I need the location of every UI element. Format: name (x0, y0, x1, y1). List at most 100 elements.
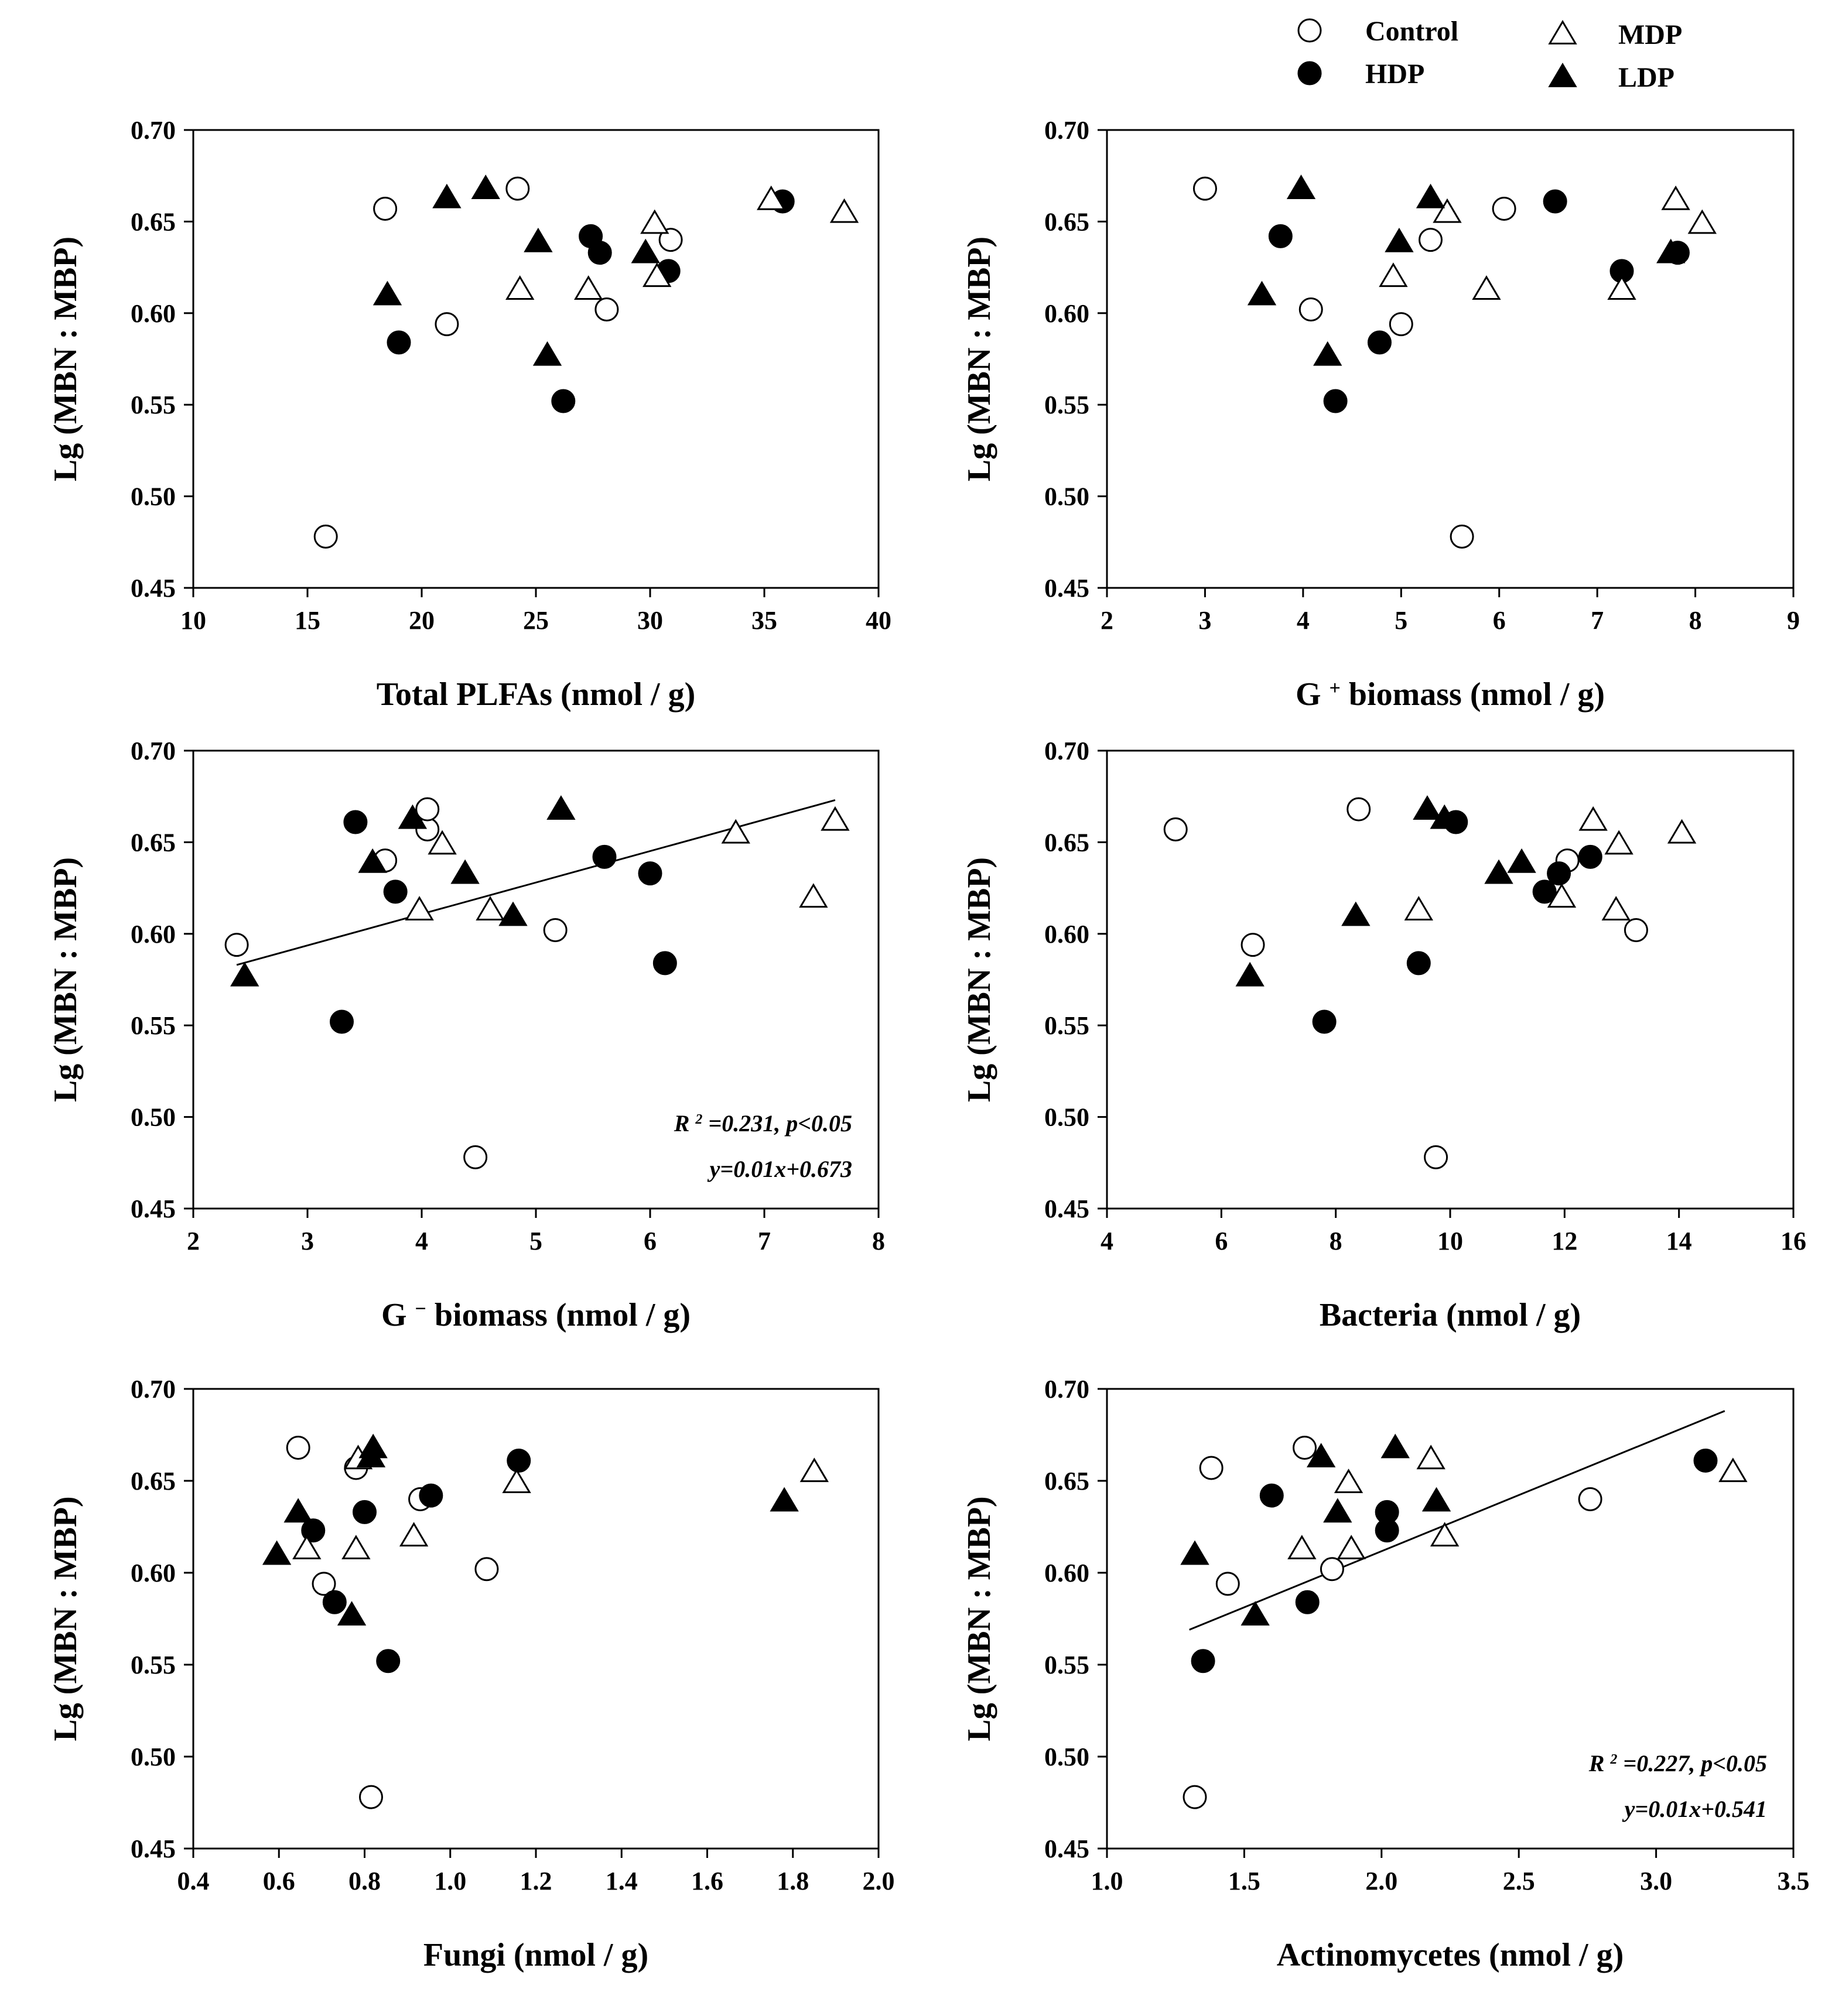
series-control (1192, 176, 1516, 549)
x-tick-label: 0.6 (263, 1867, 295, 1895)
y-axis-label: Lg (MBN : MBP) (47, 1496, 84, 1741)
data-point-control (1578, 1487, 1602, 1511)
data-point-control (543, 918, 568, 943)
data-point-control (312, 1572, 336, 1596)
data-point-control (286, 1435, 310, 1460)
y-tick-label: 0.65 (131, 828, 176, 857)
data-point-mdp (799, 1457, 829, 1483)
data-point-hdp (1259, 1483, 1284, 1508)
y-tick-label: 0.45 (131, 1834, 176, 1863)
y-tick-label: 0.45 (131, 1194, 176, 1223)
data-point-ldp (1507, 848, 1536, 873)
data-point-control (1215, 1572, 1240, 1596)
data-point-ldp (1247, 280, 1277, 306)
series-control (286, 1435, 499, 1809)
y-tick-label: 0.50 (131, 482, 176, 511)
data-point-mdp (1601, 896, 1631, 921)
y-tick-label: 0.65 (1044, 1467, 1089, 1495)
data-point-mdp (1337, 1535, 1366, 1560)
data-point-control (505, 176, 530, 201)
data-point-control (224, 933, 249, 957)
data-point-hdp (1323, 389, 1348, 413)
data-point-control (1163, 817, 1188, 842)
data-point-hdp (1693, 1448, 1718, 1473)
plot-frame (1106, 1388, 1795, 1850)
data-point-ldp (631, 238, 660, 263)
x-tick-label: 1.4 (606, 1867, 638, 1895)
y-tick-label: 0.70 (131, 1375, 176, 1404)
data-point-mdp (1687, 209, 1717, 234)
legend-label: Control (1365, 16, 1458, 47)
y-axis-label: Lg (MBN : MBP) (961, 237, 997, 481)
data-point-ldp (1656, 238, 1686, 263)
data-point-control (1424, 1145, 1448, 1169)
data-point-mdp (757, 185, 786, 210)
y-tick-label: 0.45 (1044, 574, 1089, 603)
x-tick-label: 12 (1551, 1227, 1577, 1255)
data-point-control (435, 312, 459, 337)
data-point-hdp (507, 1448, 531, 1473)
y-tick-label: 0.55 (1044, 391, 1089, 419)
x-tick-label: 40 (866, 606, 891, 635)
data-point-control (594, 297, 619, 322)
chart-panel-4: 0.45 0.50 0.55 0.60 0.65 0.70 4 6 8 10 12 14 16 Bacte… (961, 737, 1806, 1333)
legend-entry-ldp: LDP (1548, 62, 1674, 93)
data-point-hdp (638, 861, 662, 886)
series-mdp (1379, 185, 1717, 300)
data-point-control (1298, 297, 1323, 322)
series-ldp (1235, 795, 1536, 987)
data-point-mdp (1661, 185, 1690, 210)
data-point-mdp (1379, 262, 1408, 287)
y-tick-label: 0.60 (131, 299, 176, 328)
legend-entry-control: Control (1297, 16, 1458, 47)
x-tick-label: 10 (180, 606, 206, 635)
series-ldp (372, 174, 660, 366)
series-ldp (1180, 1433, 1451, 1626)
data-point-control (1624, 918, 1648, 943)
data-point-mdp (399, 1522, 429, 1547)
data-point-hdp (1312, 1009, 1337, 1034)
y-axis-label: Lg (MBN : MBP) (961, 1496, 997, 1741)
data-point-hdp (1191, 1649, 1215, 1673)
data-point-mdp (1430, 1522, 1460, 1547)
data-point-hdp (1295, 1590, 1320, 1614)
data-point-mdp (341, 1535, 371, 1560)
data-point-ldp (398, 804, 428, 829)
data-point-ldp (372, 280, 402, 306)
data-point-control (373, 197, 398, 221)
data-point-hdp (1578, 844, 1602, 869)
data-point-control (313, 524, 338, 549)
data-point-ldp (1341, 901, 1371, 926)
y-tick-label: 0.65 (1044, 207, 1089, 236)
x-tick-label: 20 (409, 606, 435, 635)
data-point-ldp (1430, 804, 1459, 829)
data-point-hdp (376, 1649, 401, 1673)
data-point-hdp (343, 810, 368, 834)
regression-line (236, 799, 836, 966)
data-point-ldp (337, 1601, 367, 1626)
x-tick-label: 3.0 (1640, 1867, 1672, 1895)
legend-label: MDP (1618, 19, 1682, 50)
data-point-control (1389, 312, 1413, 337)
series-hdp (301, 1448, 531, 1673)
x-tick-label: 5 (1395, 606, 1407, 635)
legend: Control HDP MDP LDP (1297, 16, 1682, 93)
plot-frame (1106, 129, 1795, 589)
data-point-hdp (587, 241, 612, 265)
y-tick-label: 0.70 (1044, 1375, 1089, 1404)
legend-entry-mdp: MDP (1548, 19, 1682, 50)
x-tick-label: 4 (1101, 1227, 1113, 1255)
y-tick-label: 0.70 (131, 116, 176, 145)
x-axis-label: Total PLFAs (nmol / g) (377, 676, 695, 713)
x-tick-label: 10 (1437, 1227, 1463, 1255)
x-tick-label: 30 (637, 606, 663, 635)
data-point-mdp (292, 1535, 322, 1560)
y-tick-label: 0.55 (1044, 1011, 1089, 1040)
data-point-ldp (1484, 859, 1513, 884)
y-tick-label: 0.45 (1044, 1834, 1089, 1863)
data-point-control (1347, 797, 1371, 822)
data-point-mdp (1334, 1469, 1363, 1494)
x-tick-label: 8 (1689, 606, 1702, 635)
stats-annotation: y=0.01x+0.541 (1622, 1796, 1767, 1822)
